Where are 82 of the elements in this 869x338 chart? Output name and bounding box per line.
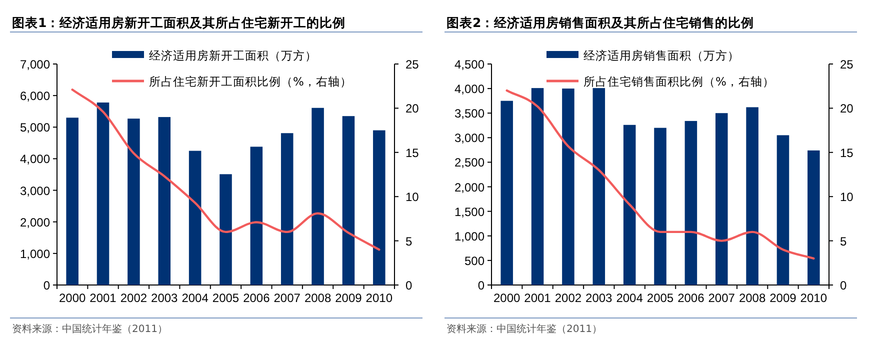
bar	[592, 88, 606, 285]
y-tick-label: 0	[43, 278, 50, 292]
y-tick-label: 3,000	[454, 131, 485, 146]
bar	[500, 100, 513, 285]
y-tick-label: 7,000	[20, 58, 50, 72]
y-tick-label: 2,000	[20, 215, 50, 230]
bar	[531, 88, 544, 285]
y2-tick-label: 20	[840, 102, 854, 116]
y-tick-label: 3,000	[20, 184, 50, 198]
bar	[96, 102, 110, 285]
y-tick-label: 4,000	[454, 82, 485, 96]
y2-tick-label: 0	[840, 278, 847, 292]
bar	[220, 174, 232, 285]
x-tick-label: 2003	[151, 291, 178, 305]
y2-tick-label: 15	[840, 146, 854, 160]
bar	[776, 135, 790, 285]
y2-tick-label: 15	[406, 146, 420, 160]
bar	[312, 108, 324, 285]
bar	[808, 150, 820, 285]
y-tick-label: 2,500	[454, 156, 485, 170]
legend-label: 所占住宅新开工面积比例（%，右轴）	[149, 74, 352, 88]
x-tick-label: 2005	[646, 291, 674, 305]
x-tick-label: 2005	[212, 291, 240, 305]
y2-tick-label: 10	[406, 190, 420, 204]
bar	[250, 146, 263, 285]
y-tick-label: 1,000	[454, 229, 485, 244]
x-tick-label: 2001	[524, 291, 552, 305]
y-tick-label: 0	[478, 278, 485, 292]
y2-tick-label: 5	[840, 234, 847, 248]
y-tick-label: 2,000	[454, 180, 485, 194]
y-tick-label: 3,500	[454, 106, 485, 121]
y-tick-label: 4,500	[454, 58, 485, 72]
bar	[654, 128, 666, 285]
x-tick-label: 2010	[366, 291, 393, 305]
bar	[158, 117, 171, 285]
y2-tick-label: 0	[406, 278, 412, 292]
chart-title: 图表1：经济适用房新开工面积及其所占住宅新开工的比例	[12, 15, 346, 30]
x-tick-label: 2008	[738, 291, 766, 305]
bar	[715, 113, 728, 285]
bar	[684, 120, 698, 285]
x-tick-label: 2004	[182, 291, 209, 305]
x-tick-label: 2006	[678, 291, 705, 305]
x-tick-label: 2003	[586, 291, 613, 305]
x-tick-label: 2001	[90, 291, 117, 305]
bar	[623, 124, 636, 285]
y-tick-label: 500	[464, 254, 485, 268]
y2-tick-label: 20	[406, 102, 420, 116]
y2-tick-label: 5	[406, 234, 412, 248]
legend-label: 经济适用房新开工面积（万方）	[149, 48, 317, 62]
x-tick-label: 2007	[274, 291, 301, 305]
bar	[342, 116, 355, 285]
bar	[280, 133, 294, 285]
bar	[562, 88, 574, 285]
x-tick-label: 2010	[800, 291, 828, 305]
text: 资料来源：中国统计年鉴（2011）	[446, 323, 602, 335]
x-tick-label: 2002	[120, 291, 148, 305]
x-tick-label: 2000	[58, 291, 86, 305]
bar	[128, 118, 140, 285]
y-tick-label: 1,000	[20, 246, 50, 261]
text: 资料来源：中国统计年鉴（2011）	[12, 323, 168, 335]
x-tick-label: 2000	[493, 291, 521, 305]
legend-label: 经济适用房销售面积（万方）	[584, 48, 740, 62]
x-tick-label: 2002	[554, 291, 582, 305]
y-tick-label: 5,000	[20, 120, 50, 135]
x-tick-label: 2009	[335, 291, 362, 305]
bar	[188, 150, 202, 285]
y-tick-label: 6,000	[20, 89, 50, 104]
bar	[66, 118, 78, 285]
y2-tick-label: 10	[840, 190, 854, 204]
x-tick-label: 2004	[616, 291, 644, 305]
bar	[746, 107, 758, 285]
x-tick-label: 2008	[304, 291, 332, 305]
y-tick-label: 4,000	[20, 152, 50, 166]
x-tick-label: 2006	[243, 291, 270, 305]
bar	[373, 130, 386, 285]
y2-tick-label: 25	[840, 58, 854, 72]
y2-tick-label: 25	[406, 58, 420, 72]
y-tick-label: 1,500	[454, 204, 485, 219]
chart-title: 图表2：经济适用房销售面积及其所占住宅销售的比例	[446, 15, 754, 30]
x-tick-label: 2009	[770, 291, 797, 305]
x-tick-label: 2007	[708, 291, 736, 305]
legend-label: 所占住宅销售面积比例（%，右轴）	[584, 74, 774, 88]
